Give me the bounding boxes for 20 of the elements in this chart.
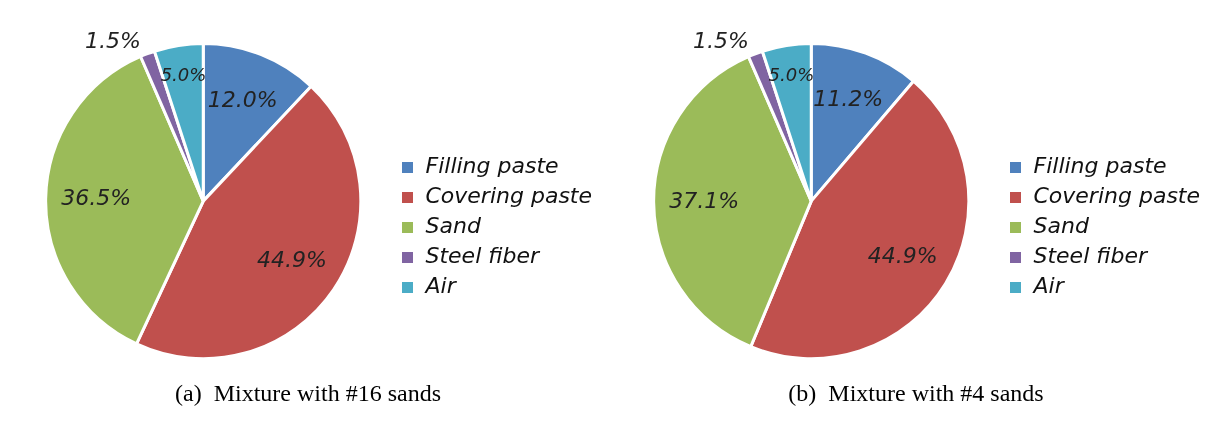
legend-label: Sand: [425, 213, 482, 239]
data-label: 11.2%: [813, 86, 884, 112]
legend-label: Air: [1031, 273, 1066, 299]
data-label: 44.9%: [257, 246, 327, 272]
legend-label: Covering paste: [1033, 183, 1201, 209]
data-label: 1.5%: [693, 27, 749, 53]
legend-label: Filling paste: [1033, 153, 1167, 179]
legend-label: Sand: [1033, 213, 1090, 239]
legend-label: Covering paste: [425, 183, 593, 209]
data-label: 1.5%: [85, 27, 142, 53]
text: (a) Mixture with #16 sands: [175, 379, 441, 406]
text: (b) Mixture with #4 sands: [788, 379, 1044, 406]
data-label: 12.0%: [207, 87, 278, 113]
legend-label: Filling paste: [425, 153, 559, 179]
legend-label: Air: [423, 273, 458, 299]
data-label: 37.1%: [669, 187, 740, 213]
data-label: 36.5%: [61, 185, 132, 211]
legend-label: Steel fiber: [1033, 243, 1149, 269]
legend-label: Steel fiber: [425, 243, 541, 269]
data-label: 44.9%: [867, 242, 938, 268]
